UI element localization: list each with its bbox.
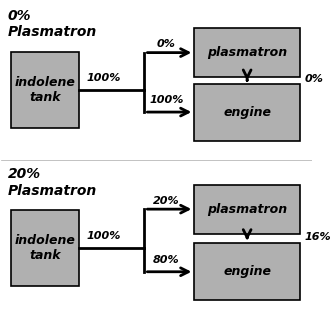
Text: 0%: 0% [305,74,324,84]
FancyBboxPatch shape [194,84,300,141]
Text: engine: engine [223,265,271,278]
Text: 0%
Plasmatron: 0% Plasmatron [8,9,97,40]
Text: engine: engine [223,106,271,119]
Text: 20%
Plasmatron: 20% Plasmatron [8,167,97,197]
FancyBboxPatch shape [11,210,79,286]
Text: 80%: 80% [153,255,180,265]
Text: 20%: 20% [153,196,180,206]
Text: 100%: 100% [149,95,183,105]
FancyBboxPatch shape [194,28,300,77]
Text: 100%: 100% [87,73,121,83]
Text: plasmatron: plasmatron [207,46,287,59]
FancyBboxPatch shape [194,185,300,234]
Text: 0%: 0% [157,40,176,49]
Text: plasmatron: plasmatron [207,203,287,216]
FancyBboxPatch shape [11,52,79,128]
Text: indolene
tank: indolene tank [14,234,75,262]
FancyBboxPatch shape [194,243,300,300]
Text: 100%: 100% [87,231,121,241]
Text: indolene
tank: indolene tank [14,76,75,104]
Text: 16%: 16% [305,232,331,242]
